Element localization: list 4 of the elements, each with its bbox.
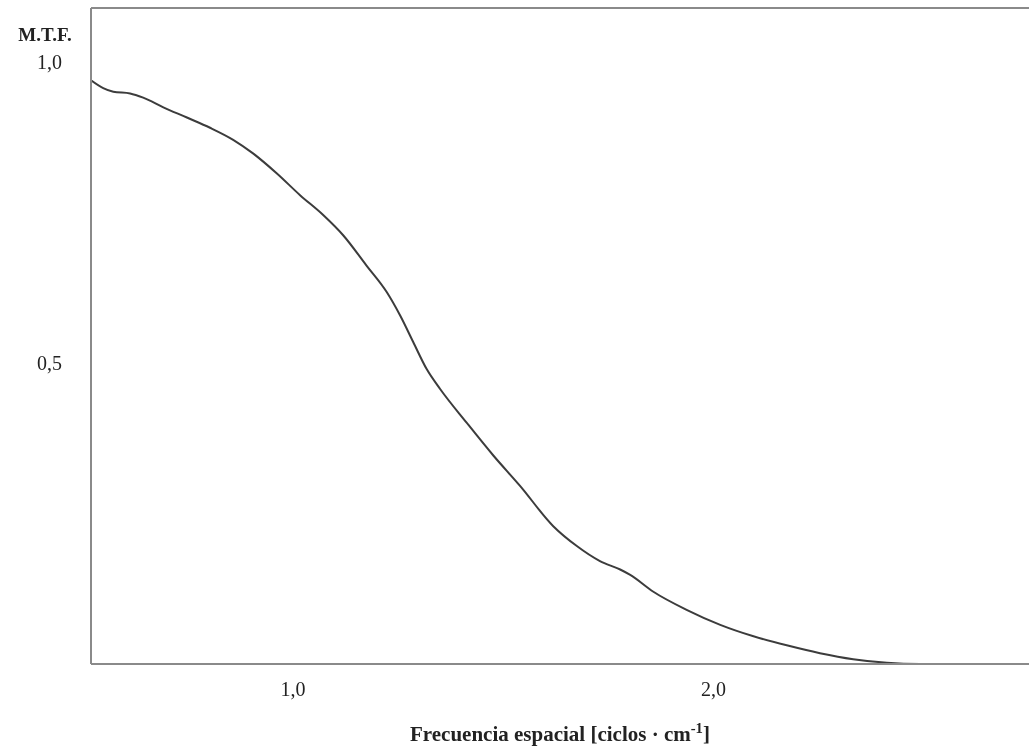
x-axis-title: Frecuencia espacial [ciclos · cm$^{-1}$] bbox=[410, 720, 710, 746]
y-tick-label: 0,5 bbox=[37, 352, 62, 375]
x-tick-label: 2,0 bbox=[701, 678, 727, 701]
y-axis-title: M.T.F. bbox=[18, 24, 72, 45]
